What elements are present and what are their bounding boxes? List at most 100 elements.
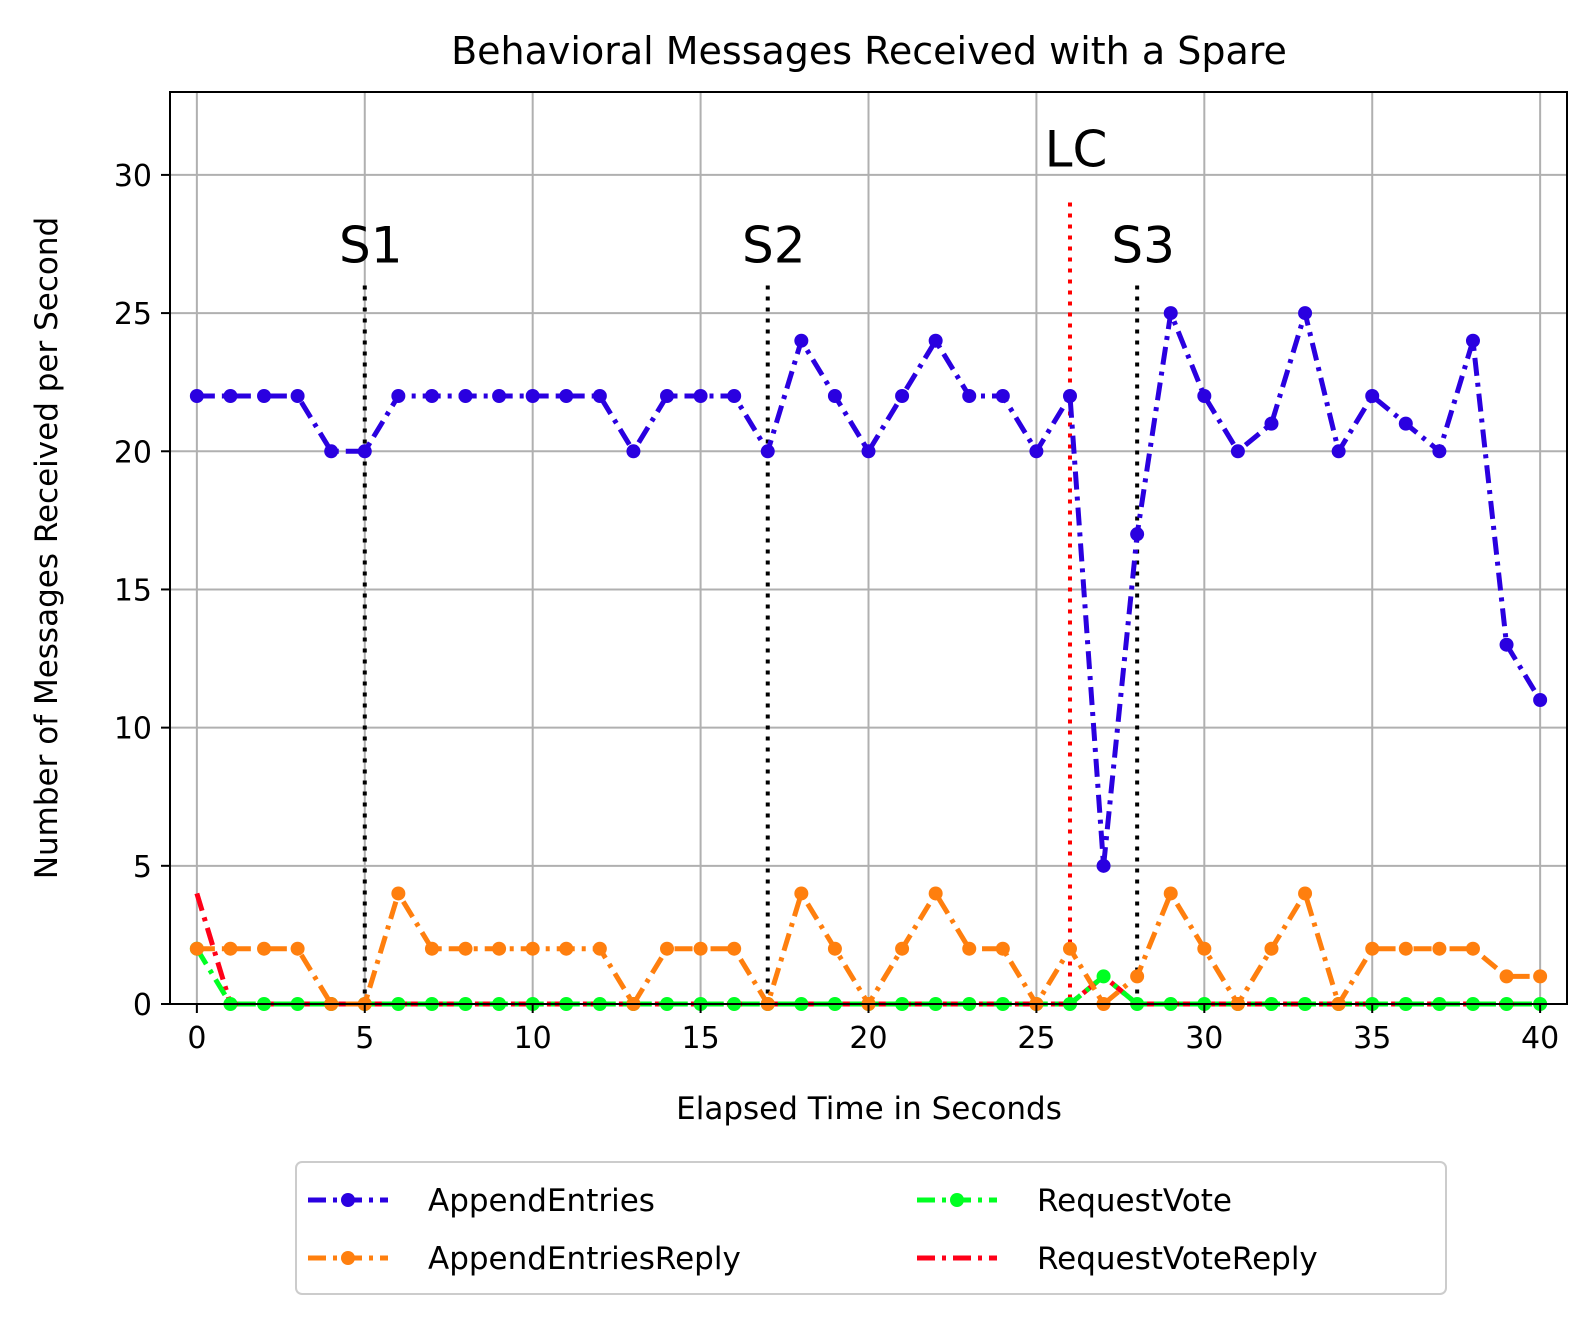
data-point: [458, 941, 473, 956]
data-point: [895, 941, 910, 956]
data-point: [391, 886, 406, 901]
data-point: [290, 389, 305, 403]
data-point: [492, 941, 507, 956]
data-point: [1499, 637, 1514, 652]
series-line-append-entries: [196, 310, 1543, 869]
data-point: [1163, 306, 1178, 321]
data-point: [1130, 969, 1145, 984]
data-point: [1331, 444, 1346, 459]
legend-frame: [295, 1161, 1447, 1295]
data-point: [1465, 333, 1480, 348]
legend-entry-append-entries-reply: AppendEntriesReply: [308, 1241, 741, 1277]
data-point: [928, 333, 943, 348]
data-point: [1499, 969, 1514, 984]
x-tick-label: 20: [849, 1021, 887, 1056]
y-tick-label: 20: [114, 435, 152, 470]
data-point: [1230, 444, 1245, 459]
legend: AppendEntries AppendEntriesReply RequestVo…: [295, 1161, 1447, 1295]
data-point: [1398, 416, 1413, 431]
data-point: [995, 389, 1010, 403]
data-point: [962, 389, 977, 403]
data-point: [492, 389, 507, 403]
annotation-label-s1: S1: [339, 216, 403, 274]
data-point: [1298, 306, 1313, 321]
data-point: [525, 941, 540, 956]
y-axis-label: Number of Messages Received per Second: [29, 217, 65, 879]
data-point: [861, 444, 876, 459]
data-point: [794, 333, 809, 348]
legend-label: RequestVote: [1037, 1183, 1232, 1219]
legend-label: RequestVoteReply: [1037, 1241, 1318, 1277]
data-point: [592, 941, 607, 956]
data-point: [1264, 941, 1279, 956]
data-point: [525, 389, 540, 403]
data-point: [1264, 416, 1279, 431]
y-tick-label: 10: [114, 712, 152, 747]
x-tick-label: 0: [187, 1021, 206, 1056]
data-point: [626, 444, 641, 459]
y-tick-label: 0: [133, 988, 152, 1023]
legend-entry-request-vote-reply: RequestVoteReply: [917, 1241, 1318, 1277]
data-point: [1432, 444, 1447, 459]
data-point: [660, 389, 675, 403]
data-point: [1432, 941, 1447, 956]
x-tick-label: 35: [1353, 1021, 1391, 1056]
data-point: [1533, 693, 1548, 707]
data-point: [257, 389, 272, 403]
data-point: [559, 941, 574, 956]
data-point: [760, 444, 775, 459]
data-point: [458, 389, 473, 403]
data-point: [1096, 969, 1111, 984]
data-point: [693, 941, 708, 956]
data-point: [357, 444, 372, 459]
data-point: [189, 389, 204, 403]
series-append-entries: [189, 306, 1548, 873]
data-point: [424, 389, 439, 403]
data-point: [223, 389, 238, 403]
data-point: [223, 941, 238, 956]
data-point: [424, 941, 439, 956]
x-tick-label: 40: [1521, 1021, 1559, 1056]
x-axis-ticks: 0 5 10 15 20 25 30 35 40: [187, 1004, 1559, 1056]
data-point: [1365, 389, 1380, 403]
data-point: [1533, 969, 1548, 984]
data-point: [1096, 858, 1111, 873]
data-point: [1062, 941, 1077, 956]
annotation-label-lc: LC: [1045, 121, 1108, 179]
x-tick-label: 15: [681, 1021, 719, 1056]
data-point: [962, 941, 977, 956]
data-point: [559, 389, 574, 403]
legend-marker: [950, 1193, 964, 1207]
data-point: [1130, 527, 1145, 542]
data-point: [827, 389, 842, 403]
data-point: [1298, 886, 1313, 901]
data-point: [928, 886, 943, 901]
data-point: [1197, 389, 1212, 403]
data-point: [592, 389, 607, 403]
data-point: [1398, 941, 1413, 956]
data-point: [1062, 389, 1077, 403]
data-point: [660, 941, 675, 956]
x-tick-label: 10: [514, 1021, 552, 1056]
legend-entry-append-entries: AppendEntries: [308, 1183, 655, 1219]
y-tick-label: 30: [114, 159, 152, 194]
x-tick-label: 30: [1185, 1021, 1223, 1056]
y-tick-label: 25: [114, 297, 152, 332]
annotation-label-s3: S3: [1111, 216, 1175, 274]
legend-marker: [341, 1251, 355, 1265]
annotation-label-s2: S2: [742, 216, 806, 274]
data-point: [727, 941, 742, 956]
data-point: [1163, 886, 1178, 901]
x-tick-label: 5: [355, 1021, 374, 1056]
legend-label: AppendEntriesReply: [428, 1241, 741, 1277]
x-axis-label: Elapsed Time in Seconds: [676, 1091, 1062, 1127]
data-point: [693, 389, 708, 403]
data-point: [895, 389, 910, 403]
y-tick-label: 5: [133, 850, 152, 885]
legend-entry-request-vote: RequestVote: [917, 1183, 1232, 1219]
data-point: [794, 886, 809, 901]
data-point: [324, 444, 339, 459]
data-point: [1029, 444, 1044, 459]
data-point: [1365, 941, 1380, 956]
